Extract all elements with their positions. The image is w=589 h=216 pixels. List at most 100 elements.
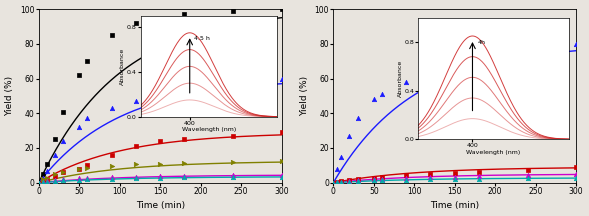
Point <box>345 180 354 183</box>
Point <box>58 178 68 181</box>
Point <box>377 178 386 182</box>
Point <box>180 161 189 164</box>
Point <box>82 178 92 181</box>
Point <box>107 177 117 180</box>
Point <box>369 178 379 181</box>
Point <box>571 165 581 169</box>
Point <box>229 134 238 138</box>
Point <box>402 80 411 84</box>
Point <box>131 99 141 103</box>
Point <box>329 181 338 184</box>
Point <box>450 172 459 175</box>
Point <box>155 162 165 165</box>
Point <box>450 177 459 181</box>
Point <box>34 181 44 184</box>
Point <box>42 162 52 165</box>
Point <box>38 180 48 184</box>
Point <box>329 181 338 184</box>
Point <box>229 82 238 86</box>
X-axis label: Time (min): Time (min) <box>430 202 479 210</box>
Point <box>345 134 354 138</box>
Point <box>82 164 92 167</box>
Point <box>523 168 532 172</box>
Point <box>50 178 59 182</box>
Point <box>571 176 581 179</box>
Point <box>50 138 59 141</box>
Point <box>75 125 84 129</box>
Point <box>38 176 48 179</box>
Point <box>42 179 52 183</box>
Point <box>369 176 379 179</box>
Point <box>345 179 354 183</box>
Point <box>337 180 346 183</box>
Point <box>155 16 165 19</box>
Point <box>50 179 59 183</box>
Point <box>333 181 342 184</box>
Point <box>107 106 117 110</box>
Point <box>369 98 379 101</box>
Point <box>180 174 189 178</box>
Point <box>277 131 286 134</box>
X-axis label: Time (min): Time (min) <box>135 202 185 210</box>
Point <box>377 92 386 96</box>
Point <box>377 175 386 179</box>
Point <box>42 178 52 181</box>
Point <box>82 166 92 170</box>
Point <box>58 171 68 174</box>
Point <box>229 174 238 177</box>
Point <box>75 177 84 180</box>
Point <box>333 167 342 171</box>
Point <box>75 73 84 77</box>
Point <box>333 181 342 184</box>
Point <box>155 139 165 143</box>
Point <box>131 175 141 178</box>
Point <box>38 179 48 183</box>
Point <box>50 153 59 157</box>
Y-axis label: Yield (%): Yield (%) <box>5 76 15 116</box>
Point <box>337 155 346 158</box>
Point <box>107 165 117 168</box>
Point <box>474 177 484 180</box>
Point <box>107 175 117 179</box>
Point <box>402 178 411 181</box>
Point <box>523 173 532 177</box>
Point <box>345 178 354 182</box>
Point <box>277 173 286 177</box>
Point <box>571 42 581 46</box>
Point <box>38 181 48 184</box>
Point <box>107 153 117 157</box>
Point <box>277 7 286 11</box>
Point <box>107 33 117 37</box>
Point <box>155 94 165 98</box>
Point <box>75 178 84 181</box>
Point <box>50 172 59 176</box>
Point <box>58 110 68 113</box>
Point <box>426 175 435 179</box>
Point <box>329 181 338 184</box>
Point <box>229 9 238 13</box>
Point <box>34 181 44 184</box>
Point <box>474 171 484 174</box>
Point <box>38 178 48 181</box>
Point <box>229 175 238 179</box>
Point <box>474 174 484 178</box>
Point <box>42 176 52 179</box>
Point <box>523 177 532 180</box>
Point <box>353 178 362 181</box>
Point <box>426 178 435 181</box>
Point <box>58 179 68 182</box>
Point <box>42 169 52 172</box>
Point <box>82 59 92 63</box>
Point <box>277 159 286 163</box>
Point <box>131 163 141 166</box>
Point <box>58 139 68 143</box>
Point <box>155 175 165 178</box>
Point <box>337 179 346 183</box>
Point <box>34 181 44 184</box>
Y-axis label: Yield (%): Yield (%) <box>300 76 309 116</box>
Point <box>450 70 459 73</box>
Point <box>58 171 68 174</box>
Point <box>450 175 459 178</box>
Point <box>50 174 59 178</box>
Point <box>426 172 435 176</box>
